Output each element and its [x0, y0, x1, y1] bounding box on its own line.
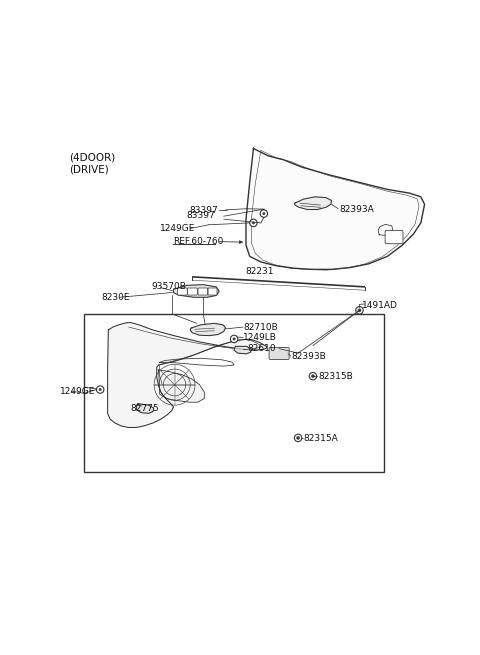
- FancyBboxPatch shape: [178, 288, 187, 295]
- Text: 93570B: 93570B: [151, 282, 186, 291]
- Text: 1249LB: 1249LB: [243, 333, 277, 342]
- Polygon shape: [108, 323, 266, 428]
- Circle shape: [96, 386, 104, 393]
- FancyBboxPatch shape: [269, 348, 289, 360]
- Circle shape: [250, 219, 257, 227]
- Polygon shape: [158, 370, 204, 402]
- Polygon shape: [246, 149, 424, 269]
- Text: 82231: 82231: [245, 267, 274, 276]
- Polygon shape: [234, 346, 252, 354]
- Text: 82710B: 82710B: [243, 322, 278, 331]
- Text: 82315A: 82315A: [303, 434, 338, 443]
- Text: 83397: 83397: [186, 211, 215, 220]
- Text: 8230E: 8230E: [102, 293, 130, 302]
- Circle shape: [233, 337, 236, 341]
- Circle shape: [99, 388, 102, 391]
- Text: 82393A: 82393A: [340, 205, 374, 214]
- Text: (4DOOR)
(DRIVE): (4DOOR) (DRIVE): [69, 153, 116, 175]
- Text: 1491AD: 1491AD: [362, 301, 398, 310]
- Polygon shape: [190, 324, 226, 335]
- Text: 82775: 82775: [130, 404, 158, 413]
- FancyBboxPatch shape: [385, 231, 403, 244]
- Circle shape: [356, 307, 363, 314]
- Text: 82610: 82610: [247, 344, 276, 353]
- Bar: [84, 314, 384, 472]
- FancyBboxPatch shape: [208, 288, 217, 295]
- Text: REF.60-760: REF.60-760: [173, 237, 224, 246]
- Circle shape: [252, 221, 255, 225]
- Circle shape: [358, 309, 361, 312]
- Circle shape: [296, 436, 300, 440]
- Text: 82315B: 82315B: [318, 373, 353, 381]
- Text: 1249GE: 1249GE: [60, 386, 96, 396]
- Circle shape: [294, 434, 302, 441]
- Circle shape: [263, 212, 265, 215]
- FancyBboxPatch shape: [198, 288, 208, 295]
- Circle shape: [230, 335, 238, 343]
- Polygon shape: [294, 197, 332, 210]
- Circle shape: [260, 210, 267, 217]
- Text: 83397: 83397: [190, 206, 218, 215]
- Text: 1249GE: 1249GE: [160, 224, 195, 233]
- Circle shape: [309, 373, 317, 380]
- Text: 82393B: 82393B: [291, 352, 326, 362]
- Circle shape: [311, 374, 315, 378]
- Polygon shape: [173, 285, 219, 297]
- FancyBboxPatch shape: [188, 288, 197, 295]
- Polygon shape: [137, 403, 154, 413]
